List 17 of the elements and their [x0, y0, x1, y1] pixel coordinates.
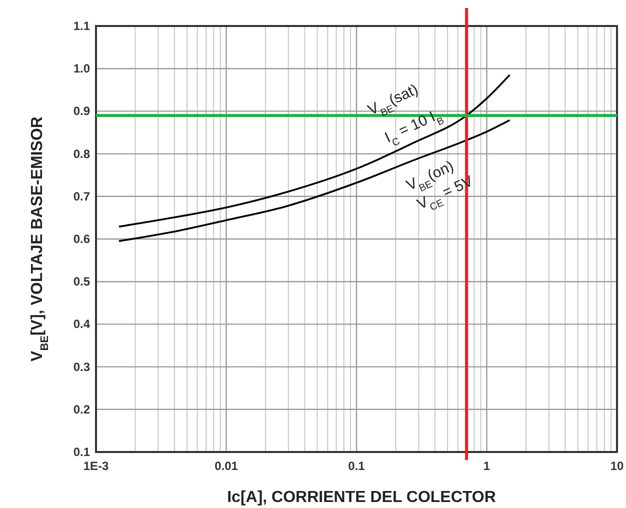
x-tick-label: 1 — [483, 459, 490, 473]
y-tick-label: 0.5 — [73, 274, 90, 289]
y-tick-label: 0.8 — [73, 146, 90, 161]
y-tick-label: 0.1 — [73, 445, 90, 459]
y-tick-label: 1.1 — [73, 19, 90, 33]
x-tick-label: 0.1 — [348, 459, 366, 473]
y-tick-label: 0.7 — [73, 189, 90, 204]
y-tick-label: 0.4 — [73, 317, 90, 332]
y-tick-label: 0.2 — [73, 402, 90, 416]
y-tick-label: 0.9 — [73, 104, 90, 118]
y-tick-label: 1.0 — [73, 62, 90, 76]
x-tick-label: 10 — [610, 459, 624, 473]
x-axis-title: Ic[A], CORRIENTE DEL COLECTOR — [227, 489, 496, 506]
x-tick-label: 1E-3 — [83, 459, 109, 473]
x-tick-label: 0.01 — [214, 459, 238, 473]
y-tick-label: 0.6 — [73, 232, 90, 246]
y-tick-label: 0.3 — [73, 360, 90, 374]
